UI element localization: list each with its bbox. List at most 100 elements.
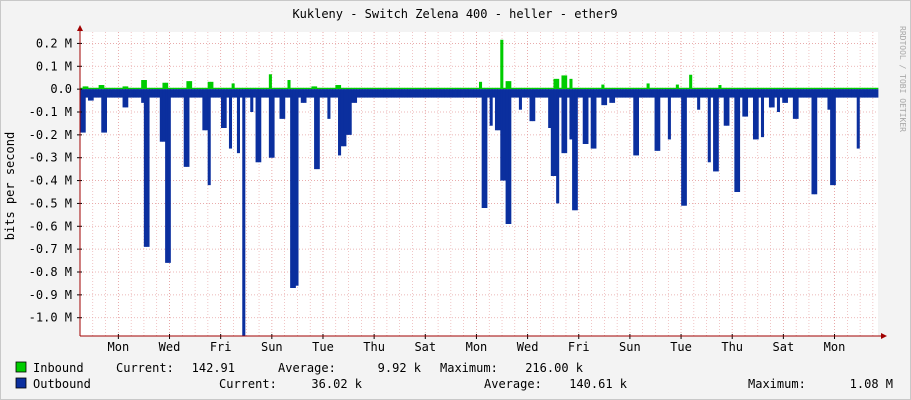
outbound-bar [199, 89, 203, 98]
outbound-bar [303, 89, 307, 103]
inbound-bar [189, 81, 193, 90]
inbound-bar [223, 87, 227, 90]
inbound-bar [300, 87, 304, 90]
inbound-bar [165, 82, 169, 90]
inbound-bar [521, 87, 525, 90]
inbound-bar [516, 87, 520, 90]
inbound-bar [143, 80, 147, 90]
outbound-bar [824, 89, 828, 98]
inbound-bar [510, 87, 514, 90]
outbound-bar [109, 89, 113, 98]
outbound-bar [479, 89, 483, 98]
outbound-bar [851, 89, 855, 98]
outbound-bar [492, 89, 496, 98]
outbound-bar [351, 89, 355, 103]
outbound-bar [287, 89, 291, 98]
inbound-bar [870, 87, 874, 90]
inbound-bar [369, 87, 373, 90]
outbound-bar [122, 89, 126, 108]
outbound-bar [439, 89, 443, 98]
inbound-bar [292, 87, 296, 90]
outbound-area [80, 89, 879, 337]
outbound-bar [316, 89, 320, 170]
inbound-bar [822, 87, 826, 90]
outbound-bar [276, 89, 280, 98]
outbound-bar [510, 89, 514, 98]
inbound-bar [93, 87, 97, 90]
outbound-bar [162, 89, 166, 142]
inbound-bar [417, 87, 421, 90]
outbound-bar [436, 89, 440, 98]
inbound-bar [468, 87, 472, 90]
inbound-bar [260, 87, 264, 90]
outbound-bar [486, 89, 491, 98]
outbound-bar [215, 89, 219, 98]
inbound-bar [449, 87, 453, 90]
outbound-bar [843, 89, 847, 98]
outbound-bar [500, 89, 504, 181]
inbound-bar [625, 87, 629, 90]
inbound-bar [558, 87, 562, 90]
outbound-bar [862, 89, 866, 98]
inbound-bar [279, 87, 283, 90]
outbound-bar [367, 89, 371, 98]
inbound-bar [596, 87, 600, 90]
inbound-bar [210, 81, 214, 90]
outbound-bar [210, 89, 214, 98]
outbound-bar [228, 89, 233, 149]
outbound-bar [564, 89, 568, 154]
inbound-bar [553, 78, 557, 90]
inbound-bar [718, 85, 722, 90]
inbound-bar [236, 87, 240, 90]
inbound-bar [502, 87, 506, 90]
inbound-bar [518, 87, 522, 90]
inbound-bar [228, 87, 233, 90]
outbound-bar [375, 89, 379, 98]
outbound-bar [846, 89, 850, 98]
y-tick-label: -0.1 M [29, 105, 72, 119]
outbound-bar [295, 89, 299, 286]
outbound-bar [322, 89, 326, 98]
inbound-bar [800, 87, 804, 90]
y-tick-label: 0.1 M [36, 59, 72, 73]
outbound-bar [300, 89, 304, 103]
inbound-bar [282, 87, 286, 90]
outbound-bar [808, 89, 812, 98]
inbound-bar [697, 87, 701, 90]
outbound-bar [745, 89, 749, 117]
outbound-bar [393, 89, 397, 98]
outbound-bar [338, 89, 342, 156]
inbound-bar [681, 87, 685, 90]
inbound-bar [737, 87, 741, 90]
outbound-bar [332, 89, 336, 98]
outbound-bar [226, 89, 230, 98]
outbound-bar [308, 89, 312, 98]
inbound-bar [399, 87, 403, 90]
inbound-bar [436, 87, 440, 90]
inbound-bar [441, 87, 445, 90]
x-tick-label: Mon [108, 340, 130, 354]
outbound-bar [758, 89, 762, 98]
outbound-bar [157, 89, 161, 98]
inbound-bar [638, 87, 642, 90]
inbound-bar [771, 87, 775, 90]
outbound-bar [87, 89, 92, 101]
outbound-bar [617, 89, 621, 98]
inbound-bar [244, 87, 248, 90]
inbound-bar [457, 87, 461, 90]
inbound-bar [361, 87, 366, 90]
inbound-bar [739, 87, 743, 90]
outbound-bar [588, 89, 592, 98]
outbound-bar [814, 89, 818, 195]
inbound-bar [316, 87, 320, 90]
inbound-bar [486, 87, 491, 90]
inbound-bar [875, 87, 879, 90]
outbound-bar [218, 89, 222, 98]
outbound-bar [627, 89, 632, 98]
outbound-bar [838, 89, 842, 98]
outbound-bar [263, 89, 267, 98]
x-tick-label: Tue [312, 340, 334, 354]
outbound-bar [103, 89, 107, 133]
inbound-bar [651, 87, 655, 90]
outbound-bar [324, 89, 328, 98]
